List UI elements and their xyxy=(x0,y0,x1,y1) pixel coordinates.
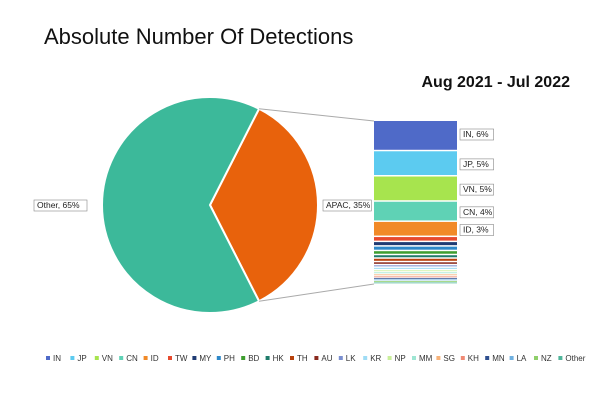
svg-text:IN: IN xyxy=(53,354,61,363)
bar-segment-ph xyxy=(374,246,457,250)
bar-segment-jp xyxy=(374,151,457,176)
bar-segment-lk xyxy=(374,265,457,267)
svg-text:TW: TW xyxy=(175,354,188,363)
bar-segment-mn xyxy=(374,277,457,279)
svg-text:TH: TH xyxy=(297,354,308,363)
svg-text:CN, 4%: CN, 4% xyxy=(463,207,493,217)
legend-item-la: LA xyxy=(509,354,527,363)
bar-label-jp: JP, 5% xyxy=(459,158,494,171)
legend-item-mn: MN xyxy=(485,354,505,363)
bar-segment-my xyxy=(374,242,457,246)
legend-item-bd: BD xyxy=(241,354,260,363)
bar-segment-hk xyxy=(374,255,457,258)
svg-text:JP: JP xyxy=(77,354,86,363)
bar-label-in: IN, 6% xyxy=(459,128,494,141)
svg-text:MY: MY xyxy=(199,354,212,363)
bar-segment-id xyxy=(374,221,457,236)
legend-item-th: TH xyxy=(290,354,308,363)
bar-label-cn: CN, 4% xyxy=(459,206,494,219)
bar-segment-mm xyxy=(374,272,457,274)
bar-label-id: ID, 3% xyxy=(459,224,494,236)
svg-text:MM: MM xyxy=(419,354,433,363)
bar-segment-la xyxy=(374,279,457,281)
legend-item-tw: TW xyxy=(168,354,188,363)
bar-segment-vn xyxy=(374,176,457,201)
legend-item-my: MY xyxy=(192,354,212,363)
bar-segment-kh xyxy=(374,276,457,278)
svg-text:ID: ID xyxy=(151,354,159,363)
bar-segment-nz xyxy=(374,280,457,282)
svg-text:NZ: NZ xyxy=(541,354,552,363)
bar-segment-sg xyxy=(374,274,457,276)
bar-segment-au xyxy=(374,262,457,264)
bar-segment-other xyxy=(374,282,457,284)
legend-item-ph: PH xyxy=(216,354,235,363)
svg-text:VN, 5%: VN, 5% xyxy=(463,184,492,194)
svg-text:APAC, 35%: APAC, 35% xyxy=(326,200,371,210)
bar-segment-th xyxy=(374,258,457,261)
legend-item-nz: NZ xyxy=(534,354,552,363)
legend-item-id: ID xyxy=(143,354,159,363)
connector-line-top xyxy=(258,108,375,122)
bar-segment-kr xyxy=(374,267,457,269)
bar-segment-tw xyxy=(374,237,457,241)
svg-text:CN: CN xyxy=(126,354,138,363)
pie-slice-other xyxy=(101,96,261,314)
svg-text:Other, 65%: Other, 65% xyxy=(37,200,80,210)
chart-title: Absolute Number Of Detections xyxy=(44,24,354,49)
svg-text:LK: LK xyxy=(346,354,356,363)
legend-item-hk: HK xyxy=(265,354,285,363)
bar-segment-cn xyxy=(374,201,457,221)
svg-text:AU: AU xyxy=(321,354,332,363)
svg-text:VN: VN xyxy=(102,354,113,363)
svg-text:PH: PH xyxy=(224,354,235,363)
legend-item-kh: KH xyxy=(460,354,479,363)
pie-label-other: Other, 65% xyxy=(33,199,88,212)
svg-text:KR: KR xyxy=(370,354,381,363)
svg-text:HK: HK xyxy=(273,354,285,363)
svg-text:LA: LA xyxy=(517,354,527,363)
pie-label-apac: APAC, 35% xyxy=(322,199,372,212)
svg-text:JP, 5%: JP, 5% xyxy=(463,159,489,169)
legend-item-lk: LK xyxy=(338,354,356,363)
legend-item-jp: JP xyxy=(70,354,87,363)
legend-item-kr: KR xyxy=(363,354,382,363)
bar-segment-in xyxy=(374,121,457,150)
legend-item-vn: VN xyxy=(94,354,113,363)
legend-item-in: IN xyxy=(46,354,61,363)
svg-text:MN: MN xyxy=(492,354,505,363)
svg-text:SG: SG xyxy=(443,354,455,363)
pie-slice-apac xyxy=(208,107,319,303)
chart-subtitle: Aug 2021 - Jul 2022 xyxy=(421,74,570,91)
svg-text:ID, 3%: ID, 3% xyxy=(463,224,489,234)
svg-text:BD: BD xyxy=(248,354,259,363)
legend-item-sg: SG xyxy=(436,354,455,363)
legend-item-other: Other xyxy=(558,354,586,363)
svg-text:NP: NP xyxy=(395,354,406,363)
bar-label-vn: VN, 5% xyxy=(459,183,494,196)
connector-line-bottom xyxy=(258,283,375,302)
legend-item-cn: CN xyxy=(119,354,138,363)
bar-segment-np xyxy=(374,270,457,272)
svg-text:Other: Other xyxy=(565,354,585,363)
svg-text:IN, 6%: IN, 6% xyxy=(463,129,489,139)
legend-item-mm: MM xyxy=(412,354,433,363)
bar-segment-bd xyxy=(374,251,457,254)
legend-item-np: NP xyxy=(387,354,406,363)
legend-item-au: AU xyxy=(314,354,333,363)
svg-text:KH: KH xyxy=(468,354,479,363)
